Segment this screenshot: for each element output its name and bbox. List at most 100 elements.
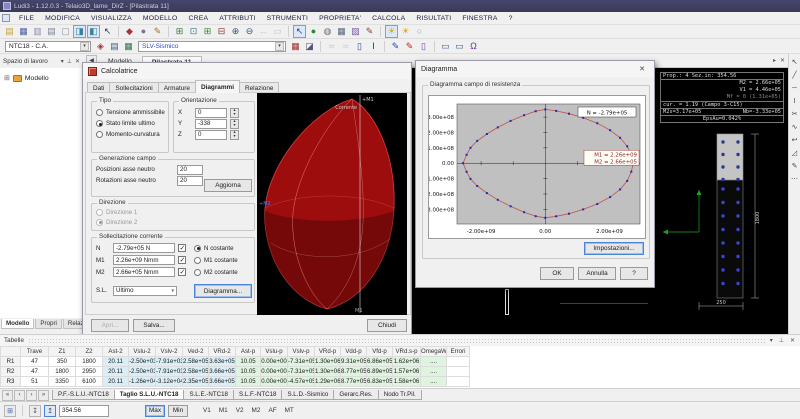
solid-view-icon[interactable]: ● (310, 26, 317, 36)
section-box-icon[interactable]: ▯ (421, 40, 426, 51)
sl-dropdown[interactable]: Ultimo ▾ (113, 285, 177, 296)
segment-tool-icon[interactable]: ─ (792, 84, 797, 92)
zoom-out-icon[interactable]: ⊖ (245, 26, 254, 36)
draw-pen-red-icon[interactable]: ✎ (405, 40, 414, 51)
mesh-grid-icon[interactable]: ⊞ (175, 26, 184, 36)
panel-tab-modello[interactable]: Modello (1, 319, 35, 329)
frame-grid2-icon[interactable]: ▭ (455, 40, 464, 51)
verify-section-icon[interactable]: ◈ (97, 40, 104, 51)
sheet-tab-nodo-tr-pil[interactable]: Nodo Tr.Pil. (377, 390, 422, 400)
triangle-tool-icon[interactable]: ◿ (791, 150, 798, 157)
copy-icon[interactable]: ▥ (33, 26, 42, 36)
table-cell[interactable]: 1.29e+06 (314, 376, 341, 387)
column-header-vslu-2[interactable]: Vslu-2 (128, 346, 156, 357)
column-header-vslv-2[interactable]: Vslv-2 (155, 346, 183, 357)
orientation-input-y[interactable]: -338 (195, 118, 227, 129)
select-tool-icon[interactable]: ↖ (791, 59, 798, 66)
section-view-icon[interactable]: ◍ (323, 26, 332, 36)
table-cell[interactable]: .... (420, 366, 447, 377)
chevron-down-icon[interactable]: ▾ (275, 41, 284, 51)
column-header-vslv-p[interactable]: Vslv-p (287, 346, 315, 357)
draw-icon[interactable]: ✎ (153, 26, 162, 36)
table-cell[interactable]: 1800 (48, 366, 76, 377)
radio-stato-limite-ultimo[interactable] (96, 120, 103, 127)
view-shaded-icon[interactable]: ◨ (73, 25, 86, 38)
table-cell[interactable]: 3.66e+05 (208, 366, 236, 377)
column-header-vdd-p[interactable]: Vdd-p (340, 346, 367, 357)
combination-table-icon[interactable]: ▦ (291, 40, 300, 51)
document-tab-modello[interactable]: Modello (108, 57, 132, 65)
sheet-tab-s-l-f-ntc18[interactable]: S.L.F.-NTC18 (232, 390, 283, 400)
menu-item-modifica[interactable]: MODIFICA (45, 14, 80, 22)
table-cell[interactable]: -2.50e+03 (128, 366, 156, 377)
light-on-icon[interactable]: ☀ (385, 25, 398, 38)
column-header-vrd-s-p[interactable]: VRd.s-p (392, 346, 421, 357)
modal-omega-icon[interactable]: Ω (470, 40, 477, 51)
select-pointer-icon[interactable]: ↖ (293, 25, 306, 38)
help-button[interactable]: ? (620, 267, 648, 280)
spin-down-icon[interactable]: ▼ (232, 133, 237, 138)
table-cell[interactable]: 8.77e+05 (340, 366, 367, 377)
menu-item-visualizza[interactable]: VISUALIZZA (90, 14, 132, 22)
menu-item-risultati[interactable]: RISULTATI (416, 14, 452, 22)
load-case-selector[interactable]: SLV-Sismico ▾ (138, 40, 286, 52)
table-find-icon[interactable]: ⊞ (4, 404, 16, 417)
table-cell[interactable]: 0.00e+00 (260, 366, 288, 377)
annulla-button[interactable]: Annulla (578, 267, 616, 280)
table-cell[interactable]: 1.30e+06 (314, 366, 341, 377)
annotate-icon[interactable]: ✎ (365, 26, 374, 36)
menu-item-crea[interactable]: CREA (188, 14, 209, 22)
table-cell[interactable]: 2.58e+05 (182, 356, 209, 367)
salva-button[interactable]: Salva... (133, 319, 175, 332)
menu-item-modello[interactable]: MODELLO (142, 14, 178, 22)
table-cell[interactable]: 1.57e+06 (392, 366, 421, 377)
force-input-m1[interactable]: 2.26e+09 Nmm (113, 255, 175, 265)
goto-min-icon[interactable]: ↧ (29, 404, 41, 417)
spinner-z[interactable]: ▲ ▼ (230, 129, 239, 140)
sheet-tab-s-l-d-sismico[interactable]: S.L.D.-Sismico (281, 390, 335, 400)
table-cell[interactable]: 20.11 (102, 356, 129, 367)
splitter-grip[interactable] (27, 337, 765, 344)
table-cell[interactable]: 20.11 (102, 366, 129, 377)
table-cell[interactable]: 6.83e+05 (366, 376, 393, 387)
code-selector[interactable]: NTC18 - C.A. ▾ (5, 40, 91, 52)
last-sheet-icon[interactable]: » (38, 389, 49, 401)
menu-item-finestra[interactable]: FINESTRA (462, 14, 498, 22)
close-icon[interactable]: ✕ (639, 66, 645, 73)
frame-grid-icon[interactable]: ▭ (441, 40, 450, 51)
column-header-row[interactable] (0, 346, 21, 357)
table-cell[interactable]: 3.63e+05 (208, 356, 236, 367)
material-icon[interactable]: ● (140, 26, 147, 36)
zoom-in-icon[interactable]: ⊕ (231, 26, 240, 36)
tables-icon[interactable]: ▦ (124, 40, 133, 51)
spinner-y[interactable]: ▲ ▼ (230, 118, 239, 129)
ok-button[interactable]: OK (540, 267, 574, 280)
table-cell[interactable]: 10.05 (235, 356, 261, 367)
column-header-trave[interactable]: Trave (20, 346, 49, 357)
table-cell[interactable]: 6.89e+05 (366, 366, 393, 377)
print-icon[interactable]: ▤ (47, 26, 56, 36)
document-system-icon[interactable] (2, 14, 10, 22)
table-cell[interactable]: 10.05 (235, 366, 261, 377)
table-cell[interactable]: 6.86e+05 (366, 356, 393, 367)
cut-tool-icon[interactable]: ✂ (791, 111, 798, 118)
component-mt[interactable]: MT (284, 407, 294, 414)
table-cell[interactable]: 20.11 (102, 376, 129, 387)
menu-item-attributi[interactable]: ATTRIBUTI (219, 14, 256, 22)
table-cell[interactable]: 2950 (75, 366, 103, 377)
component-v2[interactable]: V2 (235, 407, 244, 414)
chevron-down-icon[interactable]: ▾ (80, 41, 89, 51)
spinner-x[interactable]: ▲ ▼ (230, 107, 239, 118)
checkbox-m2[interactable] (178, 268, 186, 276)
report-book-icon[interactable]: ▤ (110, 40, 119, 51)
column-header-vrd-2[interactable]: VRd-2 (208, 346, 236, 357)
calcolatrice-titlebar[interactable]: Calcolatrice (83, 63, 411, 79)
panel-tab-propri[interactable]: Propri (35, 319, 62, 329)
light-off-icon[interactable]: ○ (416, 26, 423, 36)
table-cell[interactable]: -1.26e+04 (128, 376, 156, 387)
gen-input-rotazioni-asse-neutro[interactable]: 20 (177, 175, 203, 186)
status-value-input[interactable]: 354.56 (59, 404, 109, 417)
sheet-tab-p-f-s-l-u-ntc18[interactable]: P.F.-S.L.U.-NTC18 (52, 390, 115, 400)
sheet-tab-s-l-e-ntc18[interactable]: S.L.E.-NTC18 (183, 390, 234, 400)
force-input-n[interactable]: -2.79e+05 N (113, 243, 175, 253)
